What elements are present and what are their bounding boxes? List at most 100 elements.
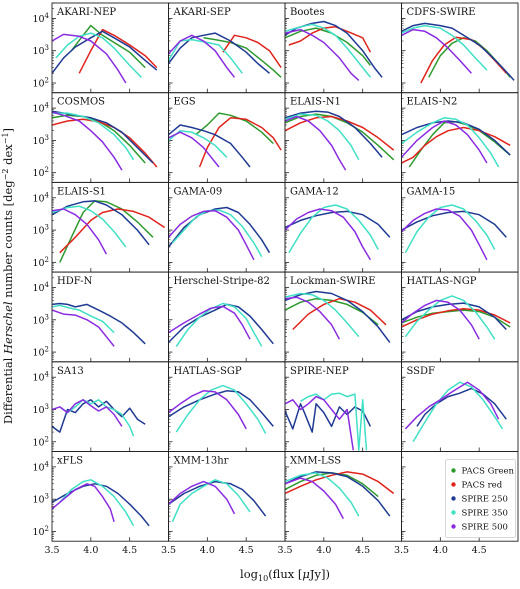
series-line-s500 (52, 33, 127, 84)
series-line-s250 (416, 387, 507, 427)
series-line-green (285, 113, 395, 161)
panel-lines (52, 399, 146, 437)
y-tick-label: 103 (32, 134, 49, 147)
panel-title: AKARI-SEP (173, 7, 232, 18)
series-line-s500 (285, 115, 347, 171)
series-line-s500 (52, 483, 115, 523)
panel-15: HATLAS-NGP (401, 271, 519, 363)
series-line-s500 (52, 399, 123, 427)
panel-17: HATLAS-SGP (168, 361, 286, 452)
series-line-s350 (52, 205, 127, 248)
series-line-s350 (59, 399, 135, 437)
series-line-s500 (168, 34, 236, 78)
series-line-s500 (168, 480, 236, 515)
series-line-red (292, 297, 387, 331)
series-line-red (59, 208, 166, 254)
panel-12: 102 103 104 HDF-N (32, 271, 169, 363)
legend-entry: SPIRE 250 (462, 495, 508, 505)
panel-title: AKARI-NEP (56, 7, 116, 18)
panel-title: HATLAS-SGP (174, 366, 242, 377)
series-line-s250 (285, 110, 383, 158)
panel-7: ELAIS-N2 (401, 92, 519, 183)
x-tick-label: 4.5 (472, 545, 487, 556)
series-line-red (401, 126, 511, 164)
series-line-s500 (285, 208, 372, 261)
y-tick-label: 102 (32, 525, 49, 538)
series-line-s500 (401, 28, 472, 74)
panel-18: SPIRE-NEP (284, 361, 402, 452)
panel-title: SSDF (407, 366, 436, 377)
series-line-s250 (168, 390, 274, 427)
series-line-s500 (168, 209, 255, 261)
series-line-s250 (52, 483, 150, 527)
series-line-s350 (285, 292, 360, 338)
panel-5: EGS (168, 92, 286, 183)
series-line-green (285, 297, 379, 326)
series-line-s350 (59, 479, 135, 527)
panel-frame (401, 451, 519, 542)
panel-lines (168, 206, 271, 261)
series-line-s350 (404, 204, 496, 254)
panel-lines (285, 110, 395, 171)
y-tick-label: 104 (32, 12, 49, 25)
series-line-red (285, 471, 395, 495)
panel-lines (52, 479, 150, 527)
series-line-s350 (285, 113, 360, 161)
y-tick-label: 103 (32, 44, 49, 57)
panel-title: ELAIS-N2 (407, 97, 458, 108)
panel-title: ELAIS-N1 (290, 97, 341, 108)
x-tick-label: 3.5 (161, 545, 176, 556)
series-line-s250 (401, 22, 515, 81)
panel-14: Lockman-SWIRE (284, 271, 402, 363)
series-line-s250 (285, 471, 391, 517)
panel-lines (401, 22, 515, 84)
series-line-s500 (168, 390, 247, 430)
panel-lines (285, 471, 395, 519)
panel-title: SPIRE-NEP (290, 366, 349, 377)
panel-8: 102 103 104 ELAIS-S1 (32, 181, 169, 273)
panel-9: GAMA-09 (168, 181, 286, 273)
panel-16: 102 103 104 SA13 (32, 361, 169, 452)
legend-marker-red (451, 482, 456, 487)
y-tick-label: 103 (32, 224, 49, 237)
panel-title: Lockman-SWIRE (290, 276, 376, 287)
legend: PACS Green PACS red SPIRE 250 SPIRE 350 SPIR… (445, 459, 516, 538)
series-line-s500 (52, 309, 115, 347)
series-line-s250 (52, 399, 146, 433)
series-line-s350 (285, 472, 360, 517)
panel-19: SSDF (401, 361, 519, 452)
panel-title: GAMA-09 (174, 186, 223, 197)
panel-lines (401, 295, 511, 340)
legend-marker-s500 (451, 524, 456, 529)
y-tick-label: 104 (32, 281, 49, 294)
panel-title: HATLAS-NGP (407, 276, 477, 287)
y-tick-label: 102 (32, 256, 49, 269)
panel-2: Bootes (284, 2, 402, 94)
series-line-s350 (171, 479, 251, 523)
panel-lines (52, 24, 158, 84)
panel-13: Herschel-Stripe-82 (168, 271, 286, 363)
y-tick-label: 102 (32, 435, 49, 448)
series-line-red (52, 118, 158, 168)
series-line-green (401, 309, 511, 328)
series-line-s350 (171, 209, 263, 258)
series-line-s250 (401, 210, 507, 238)
panel-lines (168, 384, 274, 434)
series-line-s250 (52, 200, 150, 246)
y-tick-label: 104 (32, 102, 49, 115)
series-line-green (195, 112, 274, 145)
panel-title: XMM-13hr (174, 456, 229, 467)
series-line-red (222, 34, 282, 69)
series-line-red (198, 117, 282, 168)
panel-title: xFLS (57, 456, 83, 467)
series-line-s350 (175, 384, 267, 434)
series-line-s350 (300, 392, 368, 451)
series-line-s250 (401, 302, 507, 331)
series-line-s250 (401, 120, 511, 156)
panel-6: ELAIS-N1 (284, 92, 402, 183)
y-tick-label: 102 (32, 166, 49, 179)
y-tick-label: 104 (32, 460, 49, 473)
series-line-s350 (55, 32, 142, 78)
series-line-s500 (168, 305, 251, 340)
panel-lines (285, 20, 383, 81)
